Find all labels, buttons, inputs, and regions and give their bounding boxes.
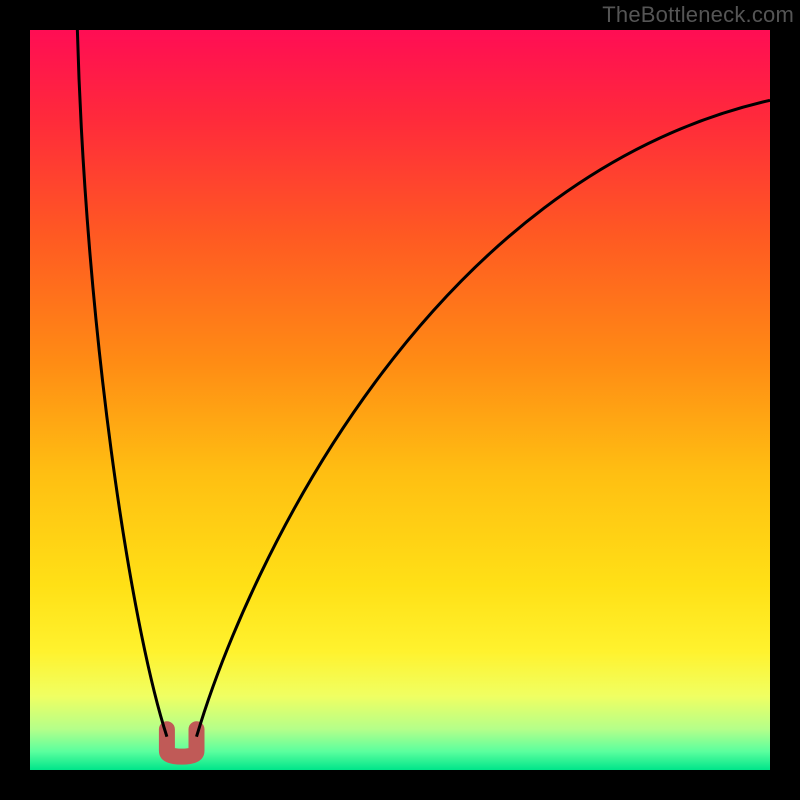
plot-area xyxy=(30,30,770,770)
gradient-background xyxy=(30,30,770,770)
watermark-text: TheBottleneck.com xyxy=(602,2,794,28)
bottleneck-chart-svg xyxy=(0,0,800,800)
chart-canvas: TheBottleneck.com xyxy=(0,0,800,800)
